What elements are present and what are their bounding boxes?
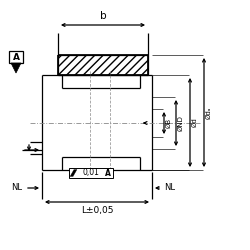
Bar (69, 168, 113, 178)
Text: Ød: Ød (192, 118, 198, 128)
Text: ØB: ØB (166, 118, 172, 128)
Polygon shape (70, 170, 77, 176)
Text: A: A (12, 52, 20, 62)
Text: Ødₐ: Ødₐ (206, 106, 212, 119)
Bar (9, 51, 23, 63)
Text: NL: NL (164, 184, 175, 192)
Text: ØND: ØND (178, 115, 184, 131)
Text: b: b (100, 11, 106, 21)
Polygon shape (11, 63, 21, 73)
Text: L±0,05: L±0,05 (81, 206, 113, 215)
Text: 0,01: 0,01 (82, 168, 100, 177)
Text: A: A (105, 168, 111, 177)
Text: NL: NL (12, 184, 22, 192)
